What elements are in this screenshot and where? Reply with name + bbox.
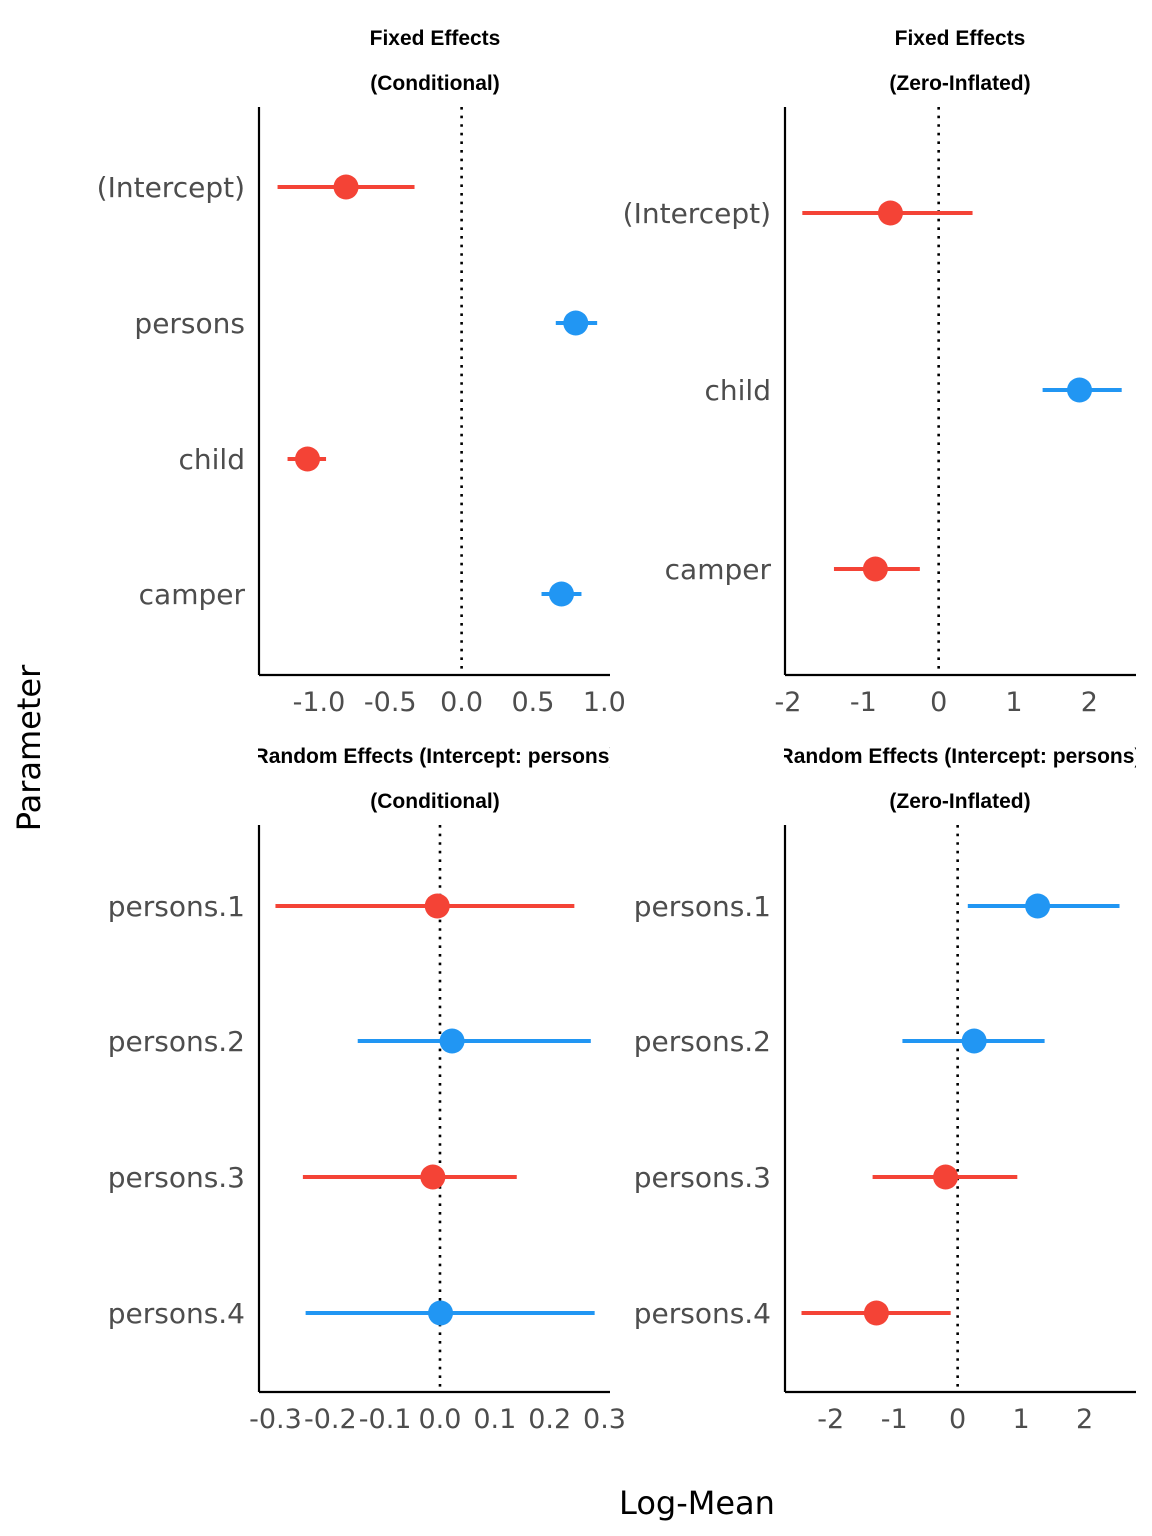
x-tick-label: 1.0 — [583, 687, 626, 718]
x-tick-label: 1 — [1005, 687, 1022, 718]
x-tick-label: -1 — [850, 687, 877, 718]
panel-title-line2: (Conditional) — [370, 72, 499, 95]
x-tick-label: 0.5 — [511, 687, 554, 718]
parameter-label: persons.3 — [108, 1161, 245, 1194]
parameter-label: persons.4 — [634, 1297, 771, 1330]
parameter-label: child — [705, 374, 771, 407]
x-tick-label: 0 — [930, 687, 947, 718]
parameter-label: persons.4 — [108, 1297, 245, 1330]
x-tick-label: -0.1 — [359, 1404, 412, 1435]
panel-title-line1: Random Effects (Intercept: persons) — [779, 745, 1142, 768]
parameter-label: persons — [134, 307, 245, 340]
parameter-label: camper — [139, 578, 246, 611]
estimate-point — [548, 581, 574, 607]
x-tick-label: -0.5 — [364, 687, 417, 718]
panel-title-line2: (Conditional) — [370, 790, 499, 813]
panel-title: Fixed Effects — [895, 27, 1026, 50]
estimate-point — [424, 893, 450, 919]
estimate-point — [428, 1300, 454, 1326]
estimate-point — [961, 1028, 987, 1054]
estimate-point — [420, 1164, 446, 1190]
estimate-point — [333, 174, 359, 200]
panel-title: Fixed Effects — [370, 27, 501, 50]
x-tick-label: 0.1 — [473, 1404, 516, 1435]
panel-title: Random Effects (Intercept: persons) — [779, 745, 1142, 768]
panel-title-line1: Fixed Effects — [895, 27, 1026, 50]
y-axis-title: Parameter — [10, 664, 48, 831]
x-tick-label: 0.0 — [440, 687, 483, 718]
estimate-point — [563, 310, 589, 336]
estimate-point — [933, 1164, 959, 1190]
estimate-point — [295, 446, 321, 472]
panel-title: Random Effects (Intercept: persons) — [254, 745, 617, 768]
x-tick-label: -2 — [775, 687, 802, 718]
parameter-label: persons.3 — [634, 1161, 771, 1194]
x-tick-label: -0.2 — [304, 1404, 357, 1435]
panels-layer: Fixed Effects (Conditional) -1.0 -0.5 0.0 0.5… — [97, 27, 1142, 1435]
estimate-point — [863, 1300, 889, 1326]
estimate-point — [862, 556, 888, 582]
panel-title-line2: (Zero-Inflated) — [889, 790, 1030, 813]
x-axis-title: Log-Mean — [619, 1484, 775, 1522]
panel-title-line1: Random Effects (Intercept: persons) — [254, 745, 617, 768]
parameter-label: (Intercept) — [97, 171, 245, 204]
parameter-label: camper — [665, 553, 772, 586]
x-tick-label: 0.3 — [583, 1404, 626, 1435]
estimate-point — [1067, 377, 1093, 403]
parameter-label: persons.2 — [108, 1025, 245, 1058]
parameter-label: (Intercept) — [623, 197, 771, 230]
parameter-label: persons.1 — [108, 890, 245, 923]
estimate-point — [1025, 893, 1051, 919]
x-tick-label: 1 — [1013, 1404, 1030, 1435]
panel-3: Random Effects (Intercept: persons) (Cond… — [108, 745, 626, 1435]
panel-title-line2: (Zero-Inflated) — [889, 72, 1030, 95]
panel-title-line1: Fixed Effects — [370, 27, 501, 50]
x-tick-label: 0.0 — [419, 1404, 462, 1435]
estimate-point — [877, 200, 903, 226]
x-tick-label: 0.2 — [528, 1404, 571, 1435]
x-tick-label: -1 — [881, 1404, 908, 1435]
x-tick-label: 2 — [1081, 687, 1098, 718]
panel-4: Random Effects (Intercept: persons) (Zero… — [634, 745, 1142, 1435]
x-tick-label: -0.3 — [249, 1404, 302, 1435]
estimate-point — [439, 1028, 465, 1054]
panel-2: Fixed Effects (Zero-Inflated) -2 -1 0 1 2 (Inte… — [623, 27, 1136, 718]
x-tick-label: 2 — [1076, 1404, 1093, 1435]
parameter-label: child — [179, 443, 245, 476]
parameter-label: persons.2 — [634, 1025, 771, 1058]
panel-1: Fixed Effects (Conditional) -1.0 -0.5 0.0 0.5… — [97, 27, 626, 718]
parameter-label: persons.1 — [634, 890, 771, 923]
x-tick-label: -1.0 — [293, 687, 346, 718]
x-tick-label: -2 — [817, 1404, 844, 1435]
x-tick-label: 0 — [949, 1404, 966, 1435]
